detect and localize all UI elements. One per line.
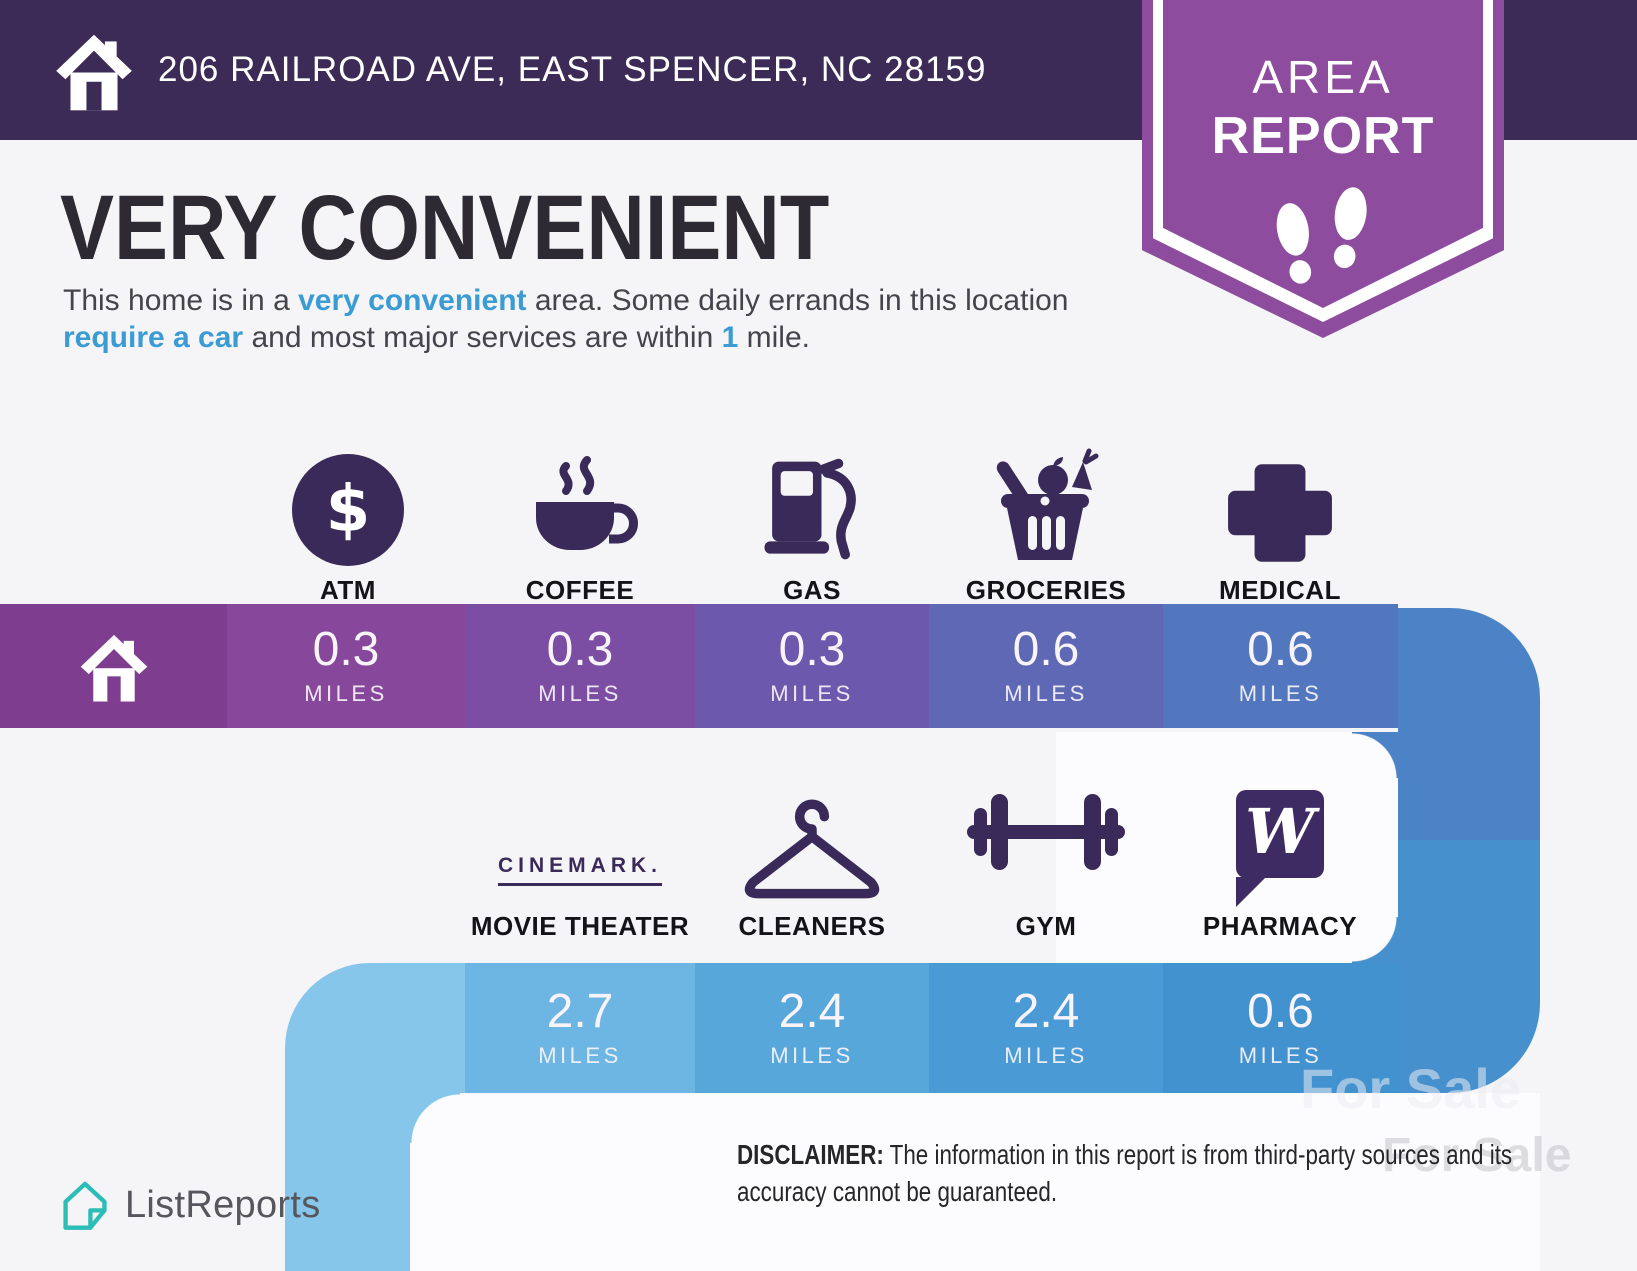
for-sale-watermark: For Sale	[1382, 1129, 1572, 1182]
place-label: PHARMACY	[1202, 911, 1358, 941]
distance-unit: MILES	[304, 680, 388, 706]
house-icon	[80, 634, 147, 702]
place-gym: GYM	[929, 762, 1163, 942]
summary-highlight: 1	[721, 321, 739, 354]
cinemark-logo: CINEMARK.	[498, 854, 662, 886]
distance-unit: MILES	[538, 1042, 622, 1068]
disclaimer-body: The information in this report is from t…	[737, 1139, 1513, 1207]
distance-cell-movie-theater: 2.7 MILES	[465, 963, 695, 1093]
place-label: COFFEE	[525, 575, 635, 605]
coffee-cup-icon	[536, 456, 638, 550]
distance-value: 2.4	[1012, 984, 1080, 1038]
route-inner-curve	[1352, 917, 1398, 963]
distance-cell-gas: 0.3 MILES	[695, 604, 929, 728]
distance-value: 0.6	[1012, 622, 1080, 676]
distance-unit: MILES	[770, 1042, 854, 1068]
route-cap-cell	[285, 963, 465, 1093]
dollar-circle-icon: $	[292, 454, 404, 566]
summary-text: This home is in a very convenient area. …	[63, 282, 1143, 356]
place-gas: GAS	[695, 436, 929, 606]
distance-cell-medical: 0.6 MILES	[1163, 604, 1398, 728]
place-label: GROCERIES	[965, 575, 1127, 605]
distance-unit: MILES	[1238, 1042, 1323, 1068]
place-pharmacy: W PHARMACY	[1163, 762, 1397, 942]
gas-pump-icon	[764, 458, 856, 560]
area-report-badge: AREA REPORT	[1142, 0, 1504, 338]
place-groceries: GROCERIES	[929, 436, 1163, 606]
place-coffee: COFFEE	[463, 436, 697, 606]
listreports-logo: ListReports	[58, 1176, 321, 1234]
grocery-basket-icon	[996, 448, 1099, 560]
medical-cross-icon	[1228, 464, 1332, 562]
place-atm: $ ATM	[231, 436, 465, 606]
distance-cell-gym: 2.4 MILES	[929, 963, 1163, 1093]
distance-value: 0.3	[312, 622, 380, 676]
summary-segment: and most major services are within	[243, 321, 722, 354]
for-sale-watermark: For Sale	[1300, 1057, 1521, 1120]
summary-segment: area. Some daily errands in this locatio…	[526, 284, 1069, 317]
distance-value: 2.4	[778, 984, 846, 1038]
listreports-wordmark: ListReports	[125, 1183, 321, 1226]
summary-segment: mile.	[738, 321, 810, 354]
place-label: CLEANERS	[738, 911, 886, 941]
dumbbell-icon	[967, 794, 1125, 870]
distance-value: 2.7	[546, 984, 614, 1038]
footer-card	[410, 1093, 1540, 1271]
route-inner-curve	[1352, 732, 1398, 778]
place-label: MOVIE THEATER	[470, 911, 690, 941]
disclaimer-label: DISCLAIMER:	[737, 1139, 884, 1170]
distance-band-row2: 2.7 MILES 2.4 MILES 2.4 MILES 0.6 MILES	[285, 963, 1398, 1093]
place-label: GYM	[1015, 911, 1077, 941]
route-right-connector	[1398, 608, 1540, 1093]
place-label: MEDICAL	[1219, 575, 1341, 605]
distance-unit: MILES	[1004, 680, 1088, 706]
distance-unit: MILES	[1004, 1042, 1088, 1068]
distance-cell-groceries: 0.6 MILES	[929, 604, 1163, 728]
distance-cell-atm: 0.3 MILES	[227, 604, 465, 728]
distance-cell-coffee: 0.3 MILES	[465, 604, 695, 728]
distance-unit: MILES	[538, 680, 622, 706]
summary-highlight: require a car	[63, 321, 244, 354]
home-cell	[0, 604, 227, 728]
place-label: ATM	[320, 575, 376, 605]
walgreens-tail	[1236, 877, 1266, 907]
distance-cell-pharmacy: 0.6 MILES	[1163, 963, 1398, 1093]
badge-title-report: REPORT	[1211, 107, 1435, 165]
place-medical: MEDICAL	[1163, 436, 1397, 606]
place-movie-theater: CINEMARK. MOVIE THEATER	[463, 762, 697, 942]
walgreens-logo: W	[1236, 790, 1324, 907]
summary-highlight: very convenient	[298, 284, 527, 317]
house-icon	[52, 28, 136, 112]
summary-segment: This home is in a	[63, 284, 299, 317]
place-label: GAS	[783, 575, 841, 605]
distance-value: 0.3	[778, 622, 846, 676]
property-address: 206 RAILROAD AVE, EAST SPENCER, NC 28159	[158, 50, 987, 89]
distance-band-row1: 0.3 MILES 0.3 MILES 0.3 MILES 0.6 MILES …	[0, 604, 1398, 732]
disclaimer-text: DISCLAIMER: The information in this repo…	[737, 1136, 1561, 1210]
badge-title-area: AREA	[1252, 51, 1394, 103]
footprints-icon	[1142, 186, 1504, 293]
distance-cell-cleaners: 2.4 MILES	[695, 963, 929, 1093]
page-title: VERY CONVENIENT	[60, 177, 830, 279]
place-cleaners: CLEANERS	[695, 762, 929, 942]
distance-value: 0.3	[546, 622, 614, 676]
distance-unit: MILES	[1238, 680, 1323, 706]
distance-value: 0.6	[1247, 984, 1314, 1038]
listreports-icon	[63, 1181, 107, 1230]
distance-unit: MILES	[770, 680, 854, 706]
distance-value: 0.6	[1247, 622, 1314, 676]
walgreens-w: W	[1236, 790, 1324, 878]
hanger-icon	[744, 799, 880, 899]
dollar-sign: $	[325, 473, 371, 547]
route-inner-curve	[410, 1093, 460, 1143]
